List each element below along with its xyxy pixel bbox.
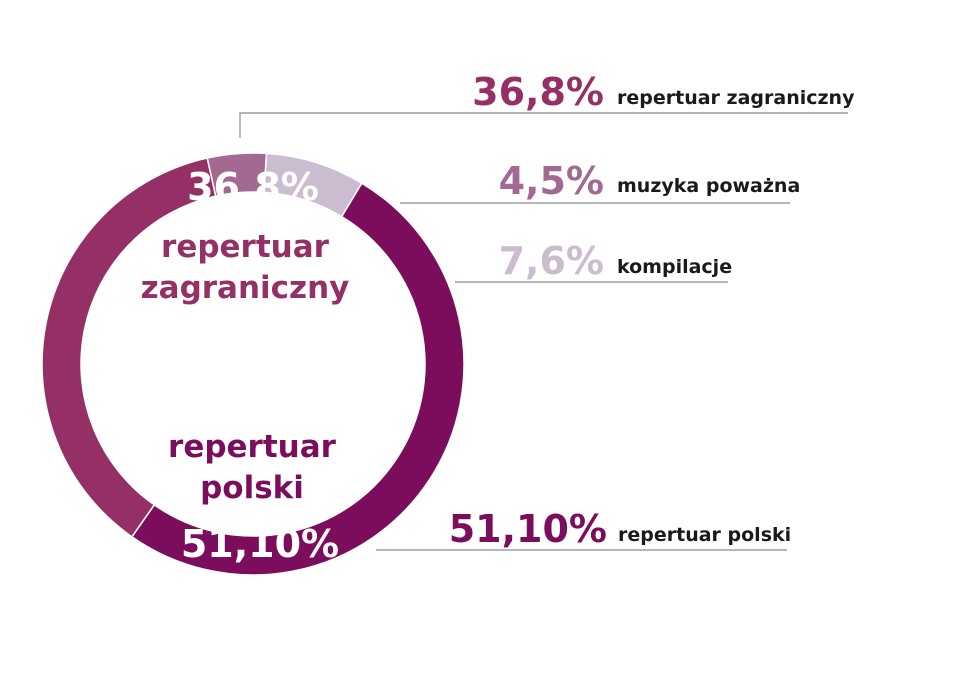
inner-label-zagraniczny-1: repertuar <box>161 229 330 265</box>
legend-label-zagraniczny: repertuar zagraniczny <box>617 87 855 109</box>
legend-value-zagraniczny: 36,8% <box>472 70 604 114</box>
donut-slices <box>41 152 465 576</box>
legend-label-powazna: muzyka poważna <box>617 175 800 197</box>
inner-label-polski-1: repertuar <box>168 429 337 465</box>
legend-value-kompilacje: 7,6% <box>499 239 604 283</box>
ring-value-polski: 51,10% <box>181 522 339 566</box>
ring-value-zagraniczny: 36,8% <box>187 165 319 209</box>
legend-value-powazna: 4,5% <box>499 159 604 203</box>
inner-label-zagraniczny-2: zagraniczny <box>141 270 350 306</box>
leader-line-zagraniczny <box>239 112 848 138</box>
donut-slice-0 <box>41 157 217 538</box>
legend-value-polski: 51,10% <box>449 507 607 551</box>
legend-label-kompilacje: kompilacje <box>617 256 732 278</box>
donut-slice-3 <box>130 182 465 576</box>
legend-label-polski: repertuar polski <box>618 524 791 546</box>
inner-label-polski-2: polski <box>200 470 304 506</box>
